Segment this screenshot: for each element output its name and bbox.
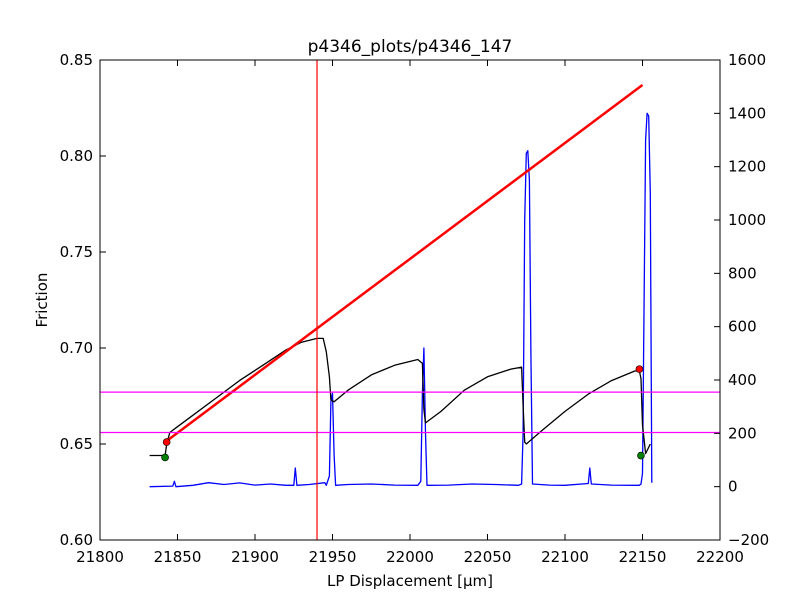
y-tick-label-right: 600 [728, 318, 757, 336]
x-tick-label: 21800 [76, 548, 124, 566]
marker-point-1 [637, 451, 645, 460]
y-axis-label-left: Friction [33, 273, 51, 328]
y-tick-label-right: −200 [728, 531, 769, 549]
x-tick-label: 22050 [464, 548, 512, 566]
y-tick-label-right: 200 [728, 424, 757, 442]
plot-area [100, 60, 720, 540]
y-tick-label-left: 0.65 [60, 435, 93, 453]
y-tick-label-right: 1000 [728, 211, 766, 229]
y-tick-label-left: 0.70 [60, 339, 93, 357]
series-line-1 [149, 112, 653, 488]
chart-title: p4346_plots/p4346_147 [308, 37, 513, 57]
x-tick-label: 21950 [309, 548, 357, 566]
y-tick-label-right: 400 [728, 371, 757, 389]
y-tick-label-left: 0.80 [60, 147, 93, 165]
series-line-2 [164, 83, 644, 444]
y-tick-label-right: 1200 [728, 158, 766, 176]
x-axis-label: LP Displacement [μm] [327, 572, 493, 590]
marker-point-2 [162, 438, 171, 446]
x-tick-label: 22200 [696, 548, 744, 566]
x-tick-label: 22150 [619, 548, 667, 566]
y-tick-label-left: 0.75 [60, 243, 93, 261]
x-tick-label: 22100 [541, 548, 589, 566]
y-tick-label-left: 0.85 [60, 51, 93, 69]
x-tick-label: 22000 [386, 548, 434, 566]
y-tick-label-right: 1600 [728, 51, 766, 69]
x-tick-label: 21850 [154, 548, 202, 566]
marker-point-3 [635, 365, 644, 373]
marker-point-0 [161, 453, 169, 462]
x-tick-label: 21900 [231, 548, 279, 566]
axis-ticks: 21800 21850 21900 21950 22000 22050 22100 22150… [60, 51, 770, 566]
y-tick-label-right: 800 [728, 264, 757, 282]
y-tick-label-right: 0 [728, 478, 738, 496]
y-tick-label-left: 0.60 [60, 531, 93, 549]
y-tick-label-right: 1400 [728, 104, 766, 122]
